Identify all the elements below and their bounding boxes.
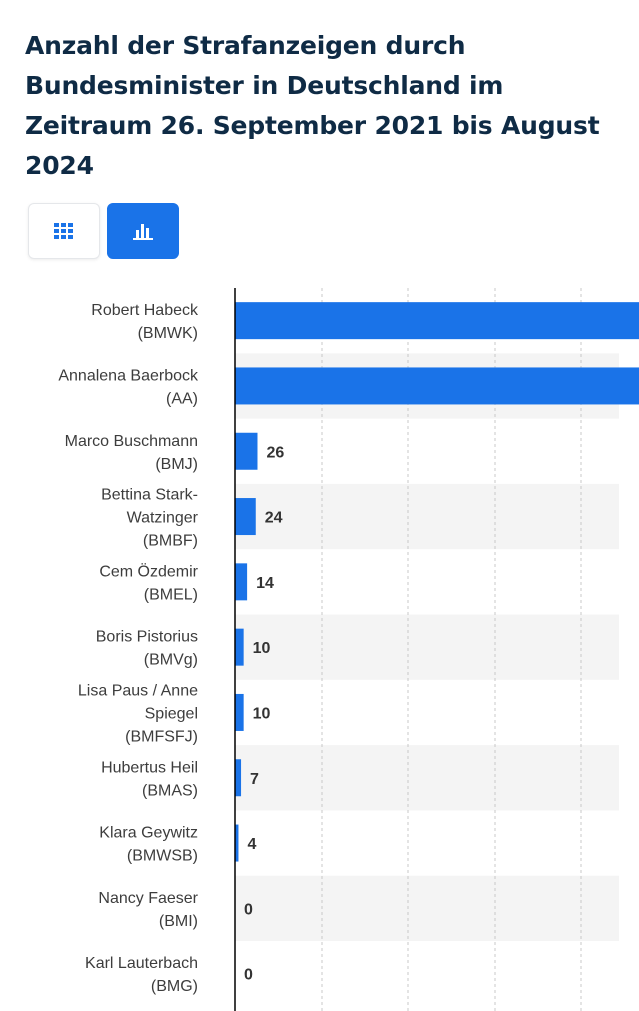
category-label: Hubertus Heil (BMAS) <box>101 759 198 799</box>
bar <box>235 628 244 666</box>
category-label: Bettina Stark-Watzinger (BMBF) <box>101 487 199 550</box>
chart-title: Anzahl der Strafanzeigen durch Bundesmin… <box>25 31 600 180</box>
row-stripe <box>235 745 619 811</box>
row-stripe <box>235 483 619 550</box>
category-label: Robert Habeck (BMWK) <box>91 302 199 342</box>
category-label: Boris Pistorius (BMVg) <box>96 629 198 669</box>
data-label: 24 <box>265 510 283 527</box>
data-label: 26 <box>266 444 284 461</box>
category-label: Marco Buschmann (BMJ) <box>65 433 198 473</box>
bar-chart-icon <box>133 224 153 240</box>
data-label: 4 <box>247 836 256 853</box>
category-label: Nancy Faeser (BMI) <box>98 890 198 930</box>
category-label: Annalena Baerbock (AA) <box>58 367 199 407</box>
data-label: 10 <box>253 640 271 657</box>
category-label: Karl Lauterbach (BMG) <box>85 955 198 995</box>
bar <box>235 759 242 797</box>
data-label: 10 <box>253 705 271 722</box>
data-label: 0 <box>244 967 253 984</box>
category-label: Lisa Paus / Anne Spiegel (BMFSFJ) <box>78 682 198 745</box>
bar <box>235 302 639 340</box>
bar <box>235 824 239 862</box>
row-stripe <box>235 875 619 941</box>
bar <box>235 563 248 601</box>
data-label: 7 <box>250 771 259 788</box>
table-view-button[interactable] <box>28 203 100 259</box>
chart-view-button[interactable] <box>107 203 179 259</box>
bar <box>235 498 256 536</box>
data-label: 0 <box>244 901 253 918</box>
category-label: Klara Geywitz (BMWSB) <box>99 825 198 865</box>
data-label: 14 <box>256 575 274 592</box>
row-stripe <box>235 614 619 680</box>
bar <box>235 432 258 470</box>
grid-table-icon <box>54 223 73 239</box>
category-label: Cem Özdemir (BMEL) <box>99 562 198 603</box>
bar <box>235 693 244 731</box>
bar <box>235 367 639 405</box>
